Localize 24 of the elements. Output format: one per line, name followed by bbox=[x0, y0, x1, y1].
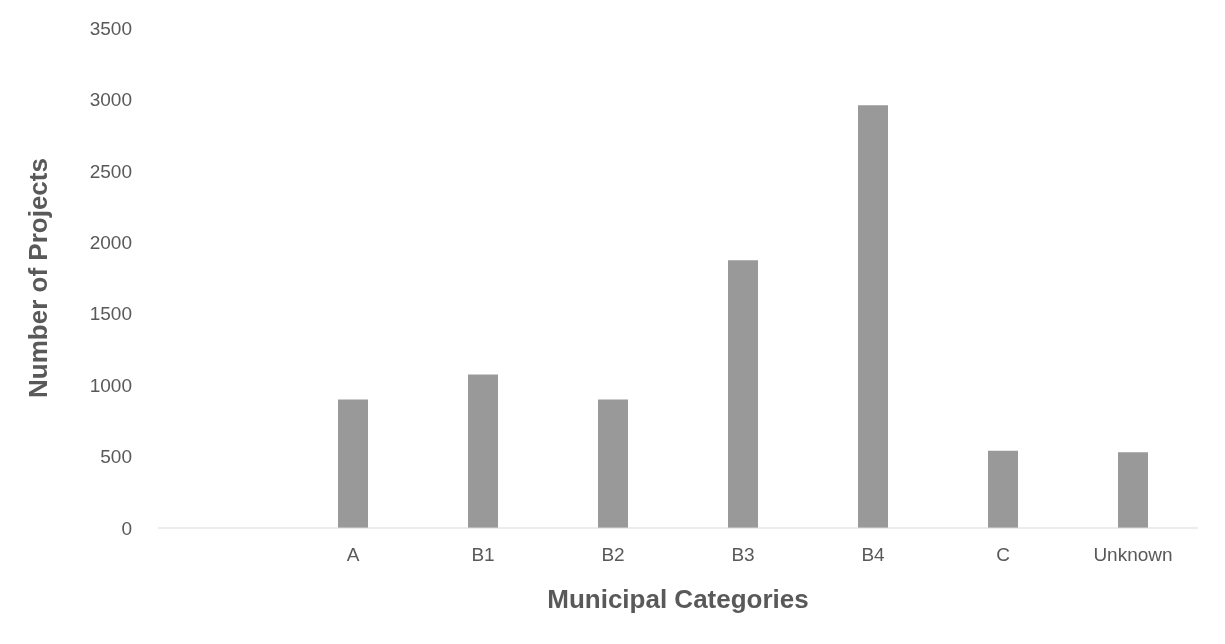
bar bbox=[1118, 452, 1148, 528]
x-tick-label: B2 bbox=[601, 544, 625, 566]
y-tick-label: 2000 bbox=[89, 232, 132, 254]
x-tick-label: C bbox=[996, 544, 1010, 566]
y-axis-title: Number of Projects bbox=[23, 158, 54, 398]
x-tick-label: A bbox=[346, 544, 360, 566]
y-tick-label: 3500 bbox=[89, 17, 132, 39]
y-tick-label: 500 bbox=[100, 446, 132, 468]
bar bbox=[468, 374, 498, 528]
x-tick-label: B1 bbox=[471, 544, 495, 566]
y-tick-label: 3000 bbox=[89, 89, 132, 111]
x-tick-label: Unknown bbox=[1093, 544, 1173, 566]
x-tick-label: B4 bbox=[861, 544, 886, 566]
bar bbox=[988, 450, 1018, 528]
bar bbox=[858, 105, 888, 528]
y-tick-label: 1500 bbox=[89, 303, 132, 325]
y-tick-label: 1000 bbox=[89, 374, 132, 396]
y-tick-label: 2500 bbox=[89, 160, 132, 182]
x-tick-label: B3 bbox=[731, 544, 755, 566]
bar bbox=[728, 260, 758, 528]
y-tick-label: 0 bbox=[121, 517, 132, 539]
bar bbox=[338, 399, 368, 528]
x-axis-title: Municipal Categories bbox=[547, 584, 809, 614]
bar bbox=[598, 399, 628, 528]
